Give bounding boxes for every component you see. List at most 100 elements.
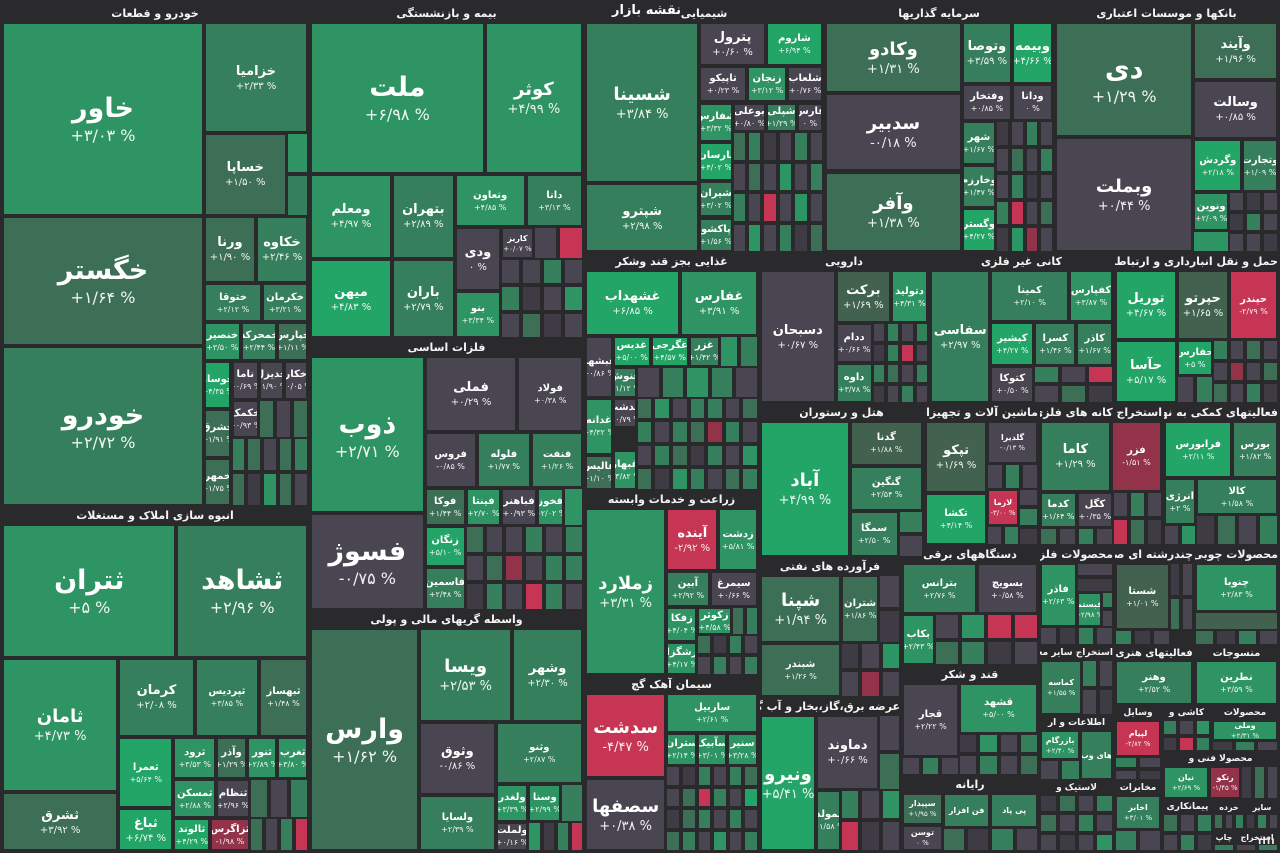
stock-tile-small[interactable] xyxy=(672,397,688,420)
stock-tile-small[interactable] xyxy=(1096,795,1113,813)
stock-tile[interactable]: زکوثر +۴/۵۸ % xyxy=(697,606,733,635)
stock-tile[interactable]: شفارس+۳/۳۲ % xyxy=(699,102,733,142)
stock-tile-small[interactable] xyxy=(841,789,860,820)
stock-tile-small[interactable] xyxy=(485,554,504,582)
stock-tile-small[interactable] xyxy=(763,193,777,222)
stock-tile[interactable]: بنو +۳/۳۴ % xyxy=(454,290,502,338)
stock-tile-small[interactable] xyxy=(1115,829,1137,851)
stock-tile-small[interactable] xyxy=(710,366,734,398)
stock-tile-small[interactable] xyxy=(1098,688,1113,715)
stock-tile-small[interactable] xyxy=(1040,147,1053,173)
stock-tile-small[interactable] xyxy=(879,575,900,609)
stock-tile-small[interactable] xyxy=(561,784,583,822)
stock-tile-small[interactable] xyxy=(898,510,923,533)
stock-tile-small[interactable] xyxy=(1212,340,1228,360)
stock-tile-small[interactable] xyxy=(1058,795,1076,813)
stock-tile[interactable]: غگرجی +۴/۵۷ % xyxy=(650,336,689,367)
stock-tile-small[interactable] xyxy=(636,421,653,443)
stock-tile-small[interactable] xyxy=(881,789,900,820)
stock-tile-small[interactable] xyxy=(286,175,308,216)
stock-tile-small[interactable] xyxy=(1236,844,1256,851)
stock-tile-small[interactable] xyxy=(465,526,484,553)
stock-tile[interactable]: لازما -۳/۰۰ % xyxy=(987,489,1019,527)
stock-tile-small[interactable] xyxy=(485,583,504,610)
stock-tile[interactable]: کاریز +۰/۰۷ % xyxy=(501,227,534,259)
stock-tile[interactable]: ساربیل +۲/۶۱ % xyxy=(666,693,758,733)
stock-tile-small[interactable] xyxy=(1076,563,1113,577)
stock-tile[interactable]: کفپارس +۳/۸۷ % xyxy=(1069,270,1113,322)
stock-tile-small[interactable] xyxy=(841,671,860,697)
stock-tile-small[interactable] xyxy=(1022,464,1038,490)
stock-tile-small[interactable] xyxy=(713,787,727,808)
stock-tile[interactable]: خکار+۰/۰۵ % xyxy=(283,360,308,400)
stock-tile-small[interactable] xyxy=(1102,591,1113,609)
stock-tile[interactable]: توریل +۴/۶۷ % xyxy=(1115,270,1177,341)
stock-tile-small[interactable] xyxy=(1139,769,1161,780)
stock-tile-small[interactable] xyxy=(654,468,671,490)
stock-tile-small[interactable] xyxy=(1179,720,1194,735)
stock-tile[interactable]: غبهار+۳/۸۲ % xyxy=(612,450,637,490)
stock-tile-small[interactable] xyxy=(1212,383,1228,403)
stock-tile-small[interactable] xyxy=(1267,766,1278,799)
stock-tile[interactable]: چنوبا +۲/۸۳ % xyxy=(1195,563,1278,613)
stock-tile-small[interactable] xyxy=(501,313,521,338)
stock-tile[interactable]: پی پاد xyxy=(990,793,1038,828)
stock-tile-small[interactable] xyxy=(1257,814,1267,829)
stock-tile-small[interactable] xyxy=(522,286,542,311)
stock-tile-small[interactable] xyxy=(1077,626,1095,645)
stock-tile[interactable]: سصفها +۰/۳۸ % xyxy=(585,778,667,851)
stock-tile-small[interactable] xyxy=(987,640,1012,665)
stock-tile-small[interactable] xyxy=(934,614,959,639)
stock-tile-small[interactable] xyxy=(1258,515,1278,545)
stock-tile-small[interactable] xyxy=(666,831,680,851)
stock-tile-small[interactable] xyxy=(744,831,758,851)
stock-tile-small[interactable] xyxy=(1133,630,1151,645)
stock-tile-small[interactable] xyxy=(231,473,246,506)
stock-tile[interactable]: کمینا +۲/۱۰ % xyxy=(990,270,1070,322)
stock-tile-small[interactable] xyxy=(1113,491,1129,518)
stock-tile-small[interactable] xyxy=(533,227,558,259)
stock-tile-small[interactable] xyxy=(697,634,712,654)
stock-tile[interactable]: ودانا ۰ % xyxy=(1011,84,1053,121)
stock-tile-small[interactable] xyxy=(294,818,308,851)
stock-tile-small[interactable] xyxy=(654,397,671,420)
stock-tile-small[interactable] xyxy=(697,831,712,851)
stock-tile[interactable]: وثنو +۲/۸۷ % xyxy=(495,721,583,785)
stock-tile[interactable]: وکادو +۱/۳۱ % xyxy=(825,22,962,94)
stock-tile[interactable]: پاکشو +۱/۵۶ % xyxy=(699,217,733,252)
stock-tile-small[interactable] xyxy=(231,438,246,472)
stock-tile-small[interactable] xyxy=(1195,612,1278,631)
stock-tile-small[interactable] xyxy=(505,583,524,610)
stock-tile-small[interactable] xyxy=(996,147,1009,173)
stock-tile[interactable]: وخارزم +۱/۴۷ % xyxy=(961,164,996,209)
stock-tile[interactable]: حفارس +۵ % xyxy=(1176,340,1213,377)
stock-tile-small[interactable] xyxy=(689,468,706,490)
stock-tile[interactable]: سپیدار +۱/۹۵ % xyxy=(902,793,943,825)
stock-tile[interactable]: فاسمین +۲/۴۸ % xyxy=(424,566,466,610)
stock-tile[interactable]: زنجان +۳/۱۲ % xyxy=(746,65,788,103)
stock-tile[interactable]: انرژی +۲ % xyxy=(1164,478,1196,526)
stock-tile[interactable]: سدبیر -۰/۱۸ % xyxy=(825,93,962,172)
stock-tile[interactable]: فروس -۰/۸۵ % xyxy=(424,432,477,489)
stock-tile[interactable]: دی +۱/۲۹ % xyxy=(1055,22,1194,137)
stock-tile-small[interactable] xyxy=(732,132,746,161)
stock-tile-small[interactable] xyxy=(1182,597,1193,631)
stock-tile[interactable]: ونیرو +۵/۴۱ % xyxy=(760,715,816,851)
stock-tile[interactable]: شتران +۱/۸۶ % xyxy=(841,575,879,644)
stock-tile-small[interactable] xyxy=(861,789,880,820)
stock-tile-small[interactable] xyxy=(1058,833,1076,851)
stock-tile-small[interactable] xyxy=(742,421,758,443)
stock-tile-small[interactable] xyxy=(525,526,544,553)
stock-tile[interactable]: قشهد +۵/۰۰ % xyxy=(959,683,1038,734)
stock-tile[interactable]: وبملت +۰/۴۴ % xyxy=(1055,137,1194,252)
stock-tile-small[interactable] xyxy=(505,554,524,582)
stock-tile[interactable]: غدشت+۰/۷۹ % xyxy=(612,397,637,429)
stock-tile-small[interactable] xyxy=(794,132,808,161)
stock-tile[interactable]: ثباغ +۶/۷۴ % xyxy=(118,808,174,851)
stock-tile-small[interactable] xyxy=(522,259,542,284)
stock-tile-small[interactable] xyxy=(1013,614,1038,639)
stock-tile-small[interactable] xyxy=(809,193,823,222)
stock-tile[interactable]: شبندر +۱/۲۶ % xyxy=(760,643,842,697)
stock-tile[interactable]: بورس +۱/۸۲ % xyxy=(1232,421,1278,479)
stock-tile-small[interactable] xyxy=(996,200,1009,226)
